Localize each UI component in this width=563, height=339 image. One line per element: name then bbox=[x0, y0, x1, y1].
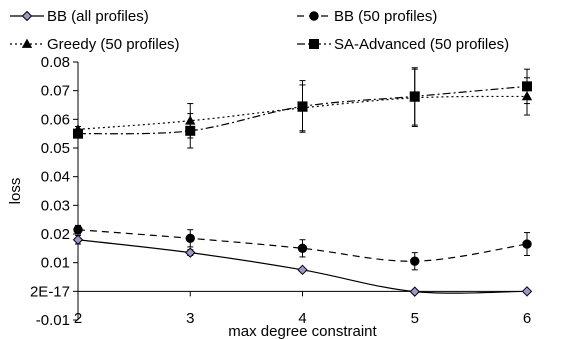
data-point bbox=[185, 247, 196, 258]
y-tick-label: -0.01 bbox=[36, 312, 70, 329]
y-tick-label: 2E-17 bbox=[30, 283, 70, 300]
legend: BB (all profiles) BB (50 profiles) Greedy … bbox=[10, 8, 509, 53]
data-point bbox=[309, 11, 319, 21]
data-point bbox=[521, 286, 533, 297]
y-tick-label: 0.03 bbox=[41, 197, 70, 214]
legend-entry: Greedy (50 profiles) bbox=[10, 36, 180, 53]
series-line bbox=[77, 229, 528, 262]
legend-label: BB (50 profiles) bbox=[334, 8, 437, 25]
data-point bbox=[21, 10, 33, 22]
data-point bbox=[73, 128, 83, 139]
legend-label: SA-Advanced (50 profiles) bbox=[334, 36, 509, 53]
data-point bbox=[185, 125, 196, 136]
x-tick-label: 3 bbox=[186, 310, 194, 327]
data-point bbox=[297, 101, 308, 112]
data-point bbox=[522, 81, 532, 92]
data-point bbox=[72, 234, 84, 245]
series-diamond bbox=[72, 234, 533, 297]
axes: -0.01 2E-17 0.01 0.02 0.03 0.04 0.05 0.06 0.07 0.… bbox=[30, 54, 531, 329]
y-tick-label: 0.07 bbox=[41, 83, 70, 100]
data-point bbox=[297, 264, 308, 276]
y-tick-label: 0.08 bbox=[41, 54, 70, 71]
legend-label: Greedy (50 profiles) bbox=[47, 36, 180, 53]
x-axis-title: max degree constraint bbox=[228, 323, 377, 339]
legend-entry: BB (all profiles) bbox=[10, 8, 149, 25]
y-axis-title: loss bbox=[7, 178, 24, 205]
y-tick-label: 0.06 bbox=[41, 111, 70, 128]
series-layer bbox=[72, 67, 533, 297]
data-point bbox=[522, 239, 532, 249]
series-circle bbox=[73, 224, 532, 271]
data-point bbox=[185, 233, 195, 244]
x-tick-label: 6 bbox=[523, 310, 531, 327]
y-tick-label: 0.04 bbox=[41, 169, 70, 186]
x-tick-label: 5 bbox=[411, 310, 419, 327]
y-tick-label: 0.02 bbox=[41, 226, 70, 243]
x-tick-label: 2 bbox=[74, 310, 82, 327]
data-point bbox=[410, 256, 420, 266]
series-square bbox=[73, 67, 532, 149]
data-point bbox=[309, 39, 319, 49]
legend-label: BB (all profiles) bbox=[47, 8, 149, 25]
data-point bbox=[73, 225, 83, 235]
data-point bbox=[409, 91, 420, 102]
data-point bbox=[409, 286, 420, 297]
legend-entry: SA-Advanced (50 profiles) bbox=[297, 36, 509, 53]
data-point bbox=[21, 38, 33, 48]
y-tick-label: 0.01 bbox=[41, 255, 70, 272]
legend-entry: BB (50 profiles) bbox=[297, 8, 437, 25]
x-tick-label: 4 bbox=[298, 310, 306, 327]
data-point bbox=[297, 243, 308, 254]
y-tick-label: 0.05 bbox=[41, 140, 70, 157]
